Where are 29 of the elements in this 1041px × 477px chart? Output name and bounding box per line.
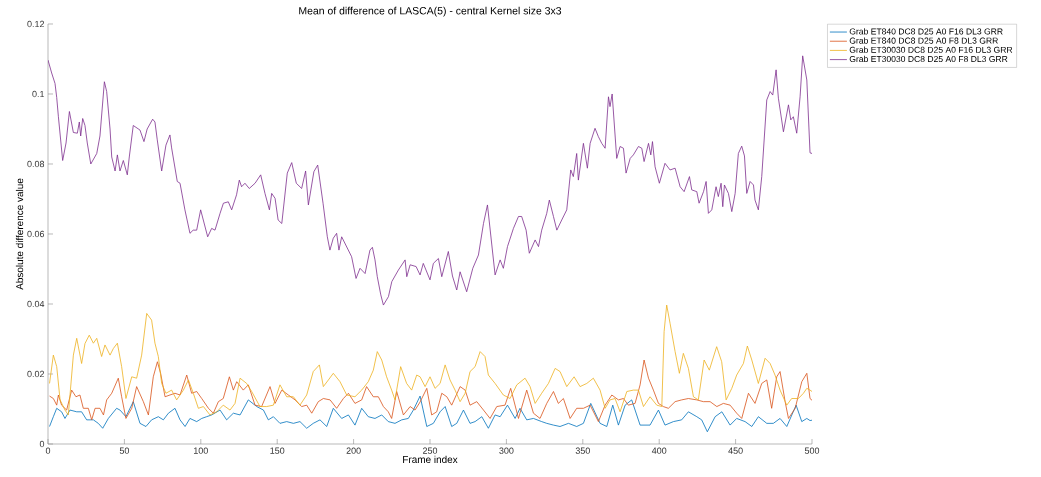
legend-label: Grab ET30030 DC8 D25 A0 F8 DL3 GRR (849, 55, 1008, 63)
x-tick-label: 50 (119, 447, 130, 454)
line-series (49, 304, 812, 416)
y-tick-label: 0.04 (27, 300, 45, 308)
x-tick-label: 250 (422, 447, 438, 454)
line-series (49, 395, 812, 433)
y-tick-label: 0.1 (32, 90, 45, 98)
x-tick-label: 450 (728, 447, 743, 454)
x-tick-label: 500 (804, 447, 820, 454)
x-tick-label: 400 (651, 447, 667, 454)
x-tick-label: 0 (45, 447, 51, 454)
legend-label: Grab ET840 DC8 D25 A0 F8 DL3 GRR (849, 37, 998, 44)
x-tick-label: 300 (499, 447, 514, 454)
line-series (48, 55, 812, 306)
legend-label: Grab ET840 DC8 D25 A0 F16 DL3 GRR (849, 28, 1003, 35)
chart-title: Mean of difference of LASCA(5) - central Kernel size 3x3 (299, 6, 562, 17)
x-tick-label: 150 (270, 447, 285, 454)
x-tick-label: 350 (575, 447, 590, 454)
y-tick-label: 0.02 (27, 370, 45, 378)
y-tick-label: 0.06 (27, 230, 45, 238)
y-axis-title: Absolute difference value (15, 178, 24, 290)
line-series (49, 359, 812, 422)
y-tick-label: 0.12 (27, 20, 45, 28)
x-tick-label: 200 (346, 447, 361, 454)
y-tick-label: 0.08 (27, 160, 45, 168)
legend-label: Grab ET30030 DC8 D25 A0 F16 DL3 GRR (849, 46, 1013, 53)
y-tick-label: 0 (39, 440, 45, 448)
x-axis-title: Frame index (403, 455, 458, 464)
x-tick-label: 100 (194, 447, 208, 454)
